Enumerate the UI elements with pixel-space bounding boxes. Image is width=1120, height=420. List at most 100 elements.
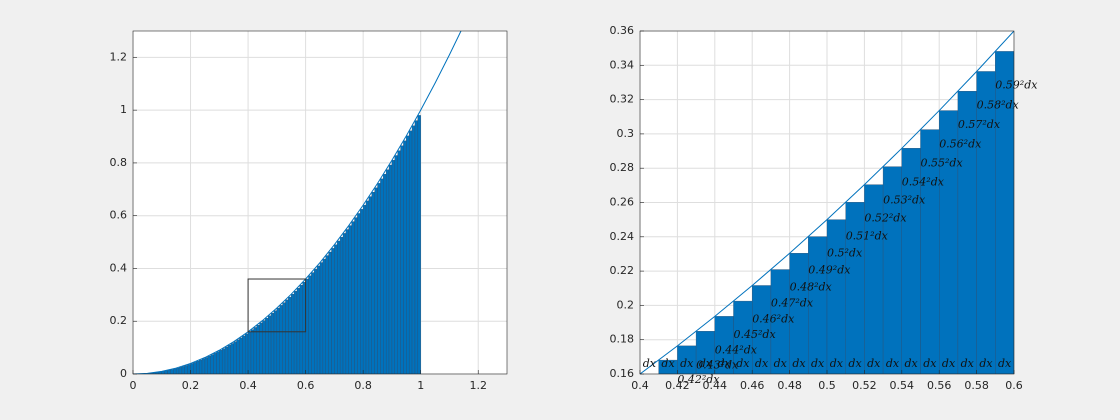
dx-label: dx <box>923 357 937 370</box>
bar <box>414 120 419 374</box>
bar <box>164 370 168 374</box>
x-tick-label: 0.5 <box>818 379 836 392</box>
bar <box>354 217 358 374</box>
y-tick-label: 0.28 <box>610 161 635 174</box>
x-tick-label: 0.4 <box>631 379 649 392</box>
bar-label: 0.47²dx <box>771 297 814 310</box>
dx-label: dx <box>680 357 694 370</box>
y-tick-label: 0.36 <box>610 24 635 37</box>
bar <box>365 200 370 374</box>
y-tick-label: 0.2 <box>110 314 128 327</box>
bar <box>308 275 312 374</box>
bar <box>388 164 393 374</box>
dx-label: dx <box>736 357 750 370</box>
dx-label: dx <box>979 357 993 370</box>
x-tick-label: 0.54 <box>890 379 915 392</box>
dx-label: dx <box>755 357 769 370</box>
bar-label: 0.48²dx <box>790 280 833 293</box>
bar <box>227 345 232 374</box>
bar <box>285 299 289 374</box>
bar <box>219 350 223 374</box>
bar <box>213 353 217 374</box>
bar <box>250 329 255 374</box>
bar <box>247 331 252 374</box>
bar <box>210 354 214 374</box>
bar <box>190 363 194 374</box>
plot-area <box>640 31 1014 374</box>
bar <box>236 339 240 374</box>
x-tick-label: 0 <box>130 379 137 392</box>
bar <box>279 305 283 374</box>
bar <box>383 174 387 374</box>
bar <box>976 71 996 374</box>
curve <box>133 31 462 374</box>
bar <box>181 366 185 374</box>
x-tick-label: 0.8 <box>354 379 372 392</box>
dx-label: dx <box>998 357 1012 370</box>
dx-label: dx <box>867 357 881 370</box>
bar <box>201 358 206 374</box>
dx-label: dx <box>961 357 975 370</box>
y-tick-label: 0.2 <box>617 298 635 311</box>
bar <box>256 325 260 374</box>
bar <box>291 293 295 374</box>
bar <box>391 160 395 374</box>
x-tick-label: 0.58 <box>964 379 989 392</box>
bar <box>357 213 361 374</box>
dx-label: dx <box>718 357 732 370</box>
bar-label: 0.57²dx <box>958 118 1001 131</box>
bar-label: 0.58²dx <box>977 98 1020 111</box>
bar <box>276 307 280 374</box>
bar-label: 0.5²dx <box>827 247 863 260</box>
bar <box>207 355 211 374</box>
x-tick-label: 0.4 <box>239 379 257 392</box>
y-tick-label: 0.24 <box>610 230 635 243</box>
bar <box>360 209 364 374</box>
bar <box>397 150 401 374</box>
dx-label: dx <box>942 357 956 370</box>
bar <box>262 320 266 374</box>
bar <box>371 192 375 374</box>
bar <box>270 313 275 374</box>
bar <box>173 368 177 374</box>
bar <box>328 251 332 374</box>
dx-label: dx <box>905 357 919 370</box>
bar <box>265 317 269 374</box>
dx-label: dx <box>643 357 657 370</box>
bar <box>316 265 321 374</box>
plot-area <box>133 31 507 374</box>
x-tick-label: 1 <box>417 379 424 392</box>
bar <box>325 255 329 374</box>
bar <box>339 237 344 374</box>
bar <box>204 357 209 374</box>
bar <box>400 145 404 374</box>
bar-label: 0.43²dx <box>696 358 739 371</box>
bar-label: 0.55²dx <box>921 157 964 170</box>
dx-label: dx <box>792 357 806 370</box>
bar <box>957 90 977 374</box>
bar <box>196 361 200 374</box>
x-tick-label: 0.42 <box>665 379 690 392</box>
x-tick-label: 0.6 <box>1005 379 1023 392</box>
bar-label: 0.42²dx <box>677 373 720 386</box>
bar-label: 0.54²dx <box>902 175 945 188</box>
bar <box>184 365 188 374</box>
bar <box>345 229 349 374</box>
y-tick-label: 0.34 <box>610 58 635 71</box>
bar <box>259 322 263 374</box>
bar-label: 0.51²dx <box>846 229 889 242</box>
bar <box>394 155 398 374</box>
bar <box>403 140 407 374</box>
y-tick-label: 1 <box>120 103 127 116</box>
zoom-box <box>247 278 307 333</box>
y-tick-label: 0.32 <box>610 93 635 106</box>
y-tick-label: 0.22 <box>610 264 635 277</box>
bar <box>351 221 355 374</box>
bar-label: 0.53²dx <box>883 194 926 207</box>
bar <box>175 367 180 374</box>
y-tick-label: 0.6 <box>110 209 128 222</box>
x-tick-label: 0.2 <box>182 379 200 392</box>
bar <box>417 115 421 374</box>
bar <box>348 225 352 374</box>
x-tick-label: 0.46 <box>740 379 765 392</box>
